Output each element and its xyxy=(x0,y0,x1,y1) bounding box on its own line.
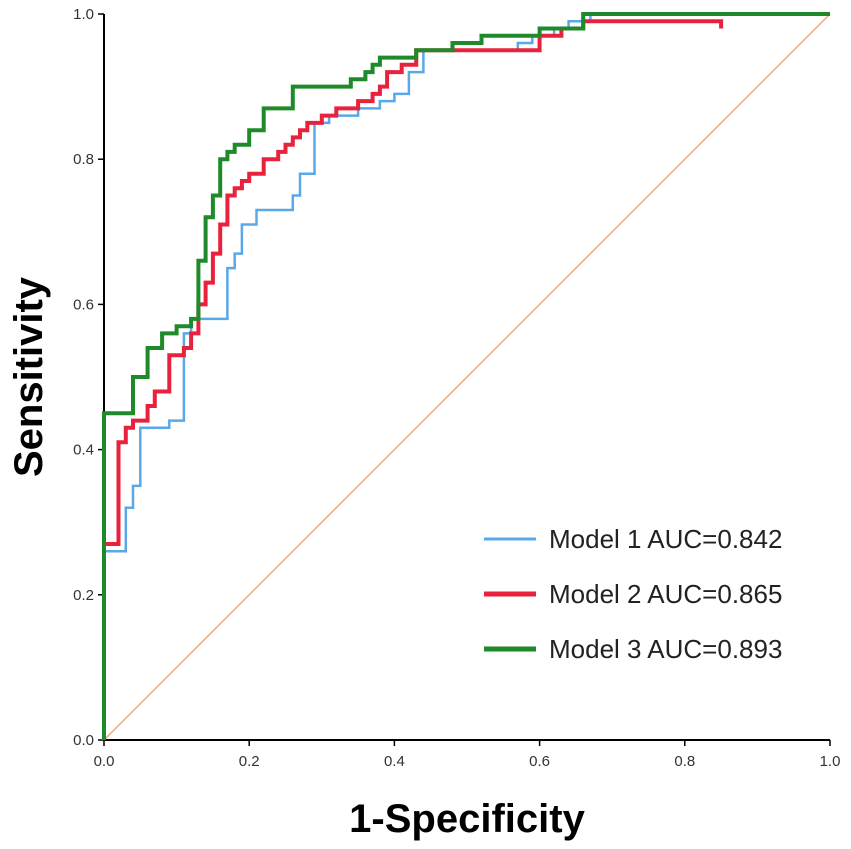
legend-label-model-1: Model 1 AUC=0.842 xyxy=(549,524,782,554)
x-tick-label: 0.2 xyxy=(239,753,260,770)
y-axis-title: Sensitivity xyxy=(7,276,51,477)
y-tick-label: 0.8 xyxy=(73,151,94,168)
x-tick-label: 0.4 xyxy=(384,753,405,770)
x-axis-title: 1-Specificity xyxy=(349,797,585,841)
legend: Model 1 AUC=0.842 Model 2 AUC=0.865 Mode… xyxy=(484,524,782,664)
x-tick-label: 0.8 xyxy=(674,753,695,770)
y-tick-label: 0.0 xyxy=(73,732,94,749)
legend-label-model-3: Model 3 AUC=0.893 xyxy=(549,634,782,664)
x-tick-label: 1.0 xyxy=(820,753,841,770)
y-tick-label: 0.2 xyxy=(73,587,94,604)
series-line-model-3 xyxy=(102,12,830,740)
y-tick-label: 1.0 xyxy=(73,6,94,23)
reference-diagonal-line xyxy=(103,13,831,741)
x-tick-label: 0.6 xyxy=(529,753,550,770)
y-tick-label: 0.4 xyxy=(73,442,94,459)
tick-group: 0.0 0.2 0.4 0.6 0.8 1.0 0.0 0.2 0.4 0.6 0.8 1.0 xyxy=(73,6,840,770)
x-tick-label: 0.0 xyxy=(94,753,115,770)
series-layer xyxy=(102,12,830,740)
legend-label-model-2: Model 2 AUC=0.865 xyxy=(549,579,782,609)
reference-layer xyxy=(103,13,831,741)
y-tick-label: 0.6 xyxy=(73,296,94,313)
series-line-model-2 xyxy=(102,19,724,740)
series-line-model-1 xyxy=(102,12,830,740)
